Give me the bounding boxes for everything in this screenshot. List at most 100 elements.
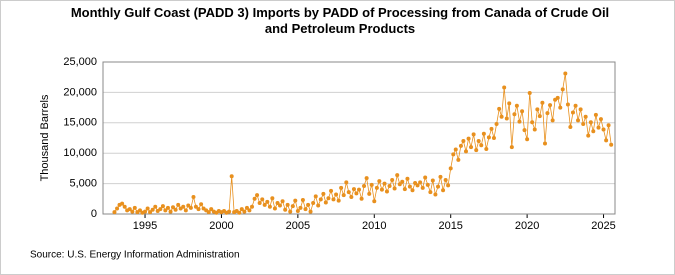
- point: [199, 202, 204, 207]
- chart-title: Monthly Gulf Coast (PADD 3) Imports by P…: [70, 5, 610, 36]
- plot-frame: [102, 61, 616, 215]
- point: [407, 184, 412, 189]
- point: [428, 190, 433, 195]
- point: [122, 204, 127, 209]
- point: [237, 210, 242, 215]
- point: [255, 193, 260, 198]
- point: [308, 209, 313, 214]
- point: [382, 181, 387, 186]
- point: [168, 209, 173, 214]
- point: [568, 125, 573, 130]
- point: [191, 194, 196, 199]
- point: [532, 127, 537, 132]
- point: [323, 200, 328, 205]
- point: [601, 127, 606, 132]
- point: [163, 208, 168, 213]
- point: [283, 207, 288, 212]
- point: [354, 191, 359, 196]
- point: [148, 210, 153, 215]
- point: [591, 129, 596, 134]
- point: [530, 120, 535, 125]
- point: [250, 204, 255, 209]
- point: [313, 194, 318, 199]
- point: [570, 110, 575, 115]
- point: [469, 145, 474, 150]
- point: [359, 196, 364, 201]
- series-line: [114, 73, 612, 214]
- point: [443, 177, 448, 182]
- y-tick-label: 5,000: [69, 178, 97, 190]
- point: [433, 192, 438, 197]
- point: [527, 91, 532, 96]
- point: [461, 139, 466, 144]
- point: [244, 205, 249, 210]
- point: [303, 207, 308, 212]
- point: [604, 138, 609, 143]
- point: [120, 201, 125, 206]
- point: [242, 209, 247, 214]
- point: [346, 190, 351, 195]
- point: [336, 198, 341, 203]
- point: [377, 179, 382, 184]
- point: [438, 174, 443, 179]
- point: [458, 143, 463, 148]
- point: [115, 206, 120, 211]
- point: [188, 205, 193, 210]
- point: [436, 184, 441, 189]
- point: [374, 185, 379, 190]
- point: [474, 148, 479, 153]
- point: [260, 197, 265, 202]
- point: [329, 188, 334, 193]
- point: [578, 107, 583, 112]
- point: [430, 178, 435, 183]
- point: [349, 194, 354, 199]
- point: [150, 207, 155, 212]
- source: Source: U.S. Energy Information Administ…: [30, 250, 240, 261]
- point: [252, 196, 257, 201]
- point: [326, 196, 331, 201]
- x-tick-label: 2015: [438, 220, 462, 232]
- point: [280, 199, 285, 204]
- point: [583, 114, 588, 119]
- point: [609, 142, 614, 147]
- point: [489, 126, 494, 131]
- point: [112, 210, 117, 215]
- point: [206, 210, 211, 215]
- point: [270, 196, 275, 201]
- x-tick-label: 2020: [515, 220, 539, 232]
- point: [145, 206, 150, 211]
- point: [555, 95, 560, 100]
- point: [372, 199, 377, 204]
- point: [512, 112, 517, 117]
- point: [446, 183, 451, 188]
- point: [507, 101, 512, 106]
- point: [390, 177, 395, 182]
- point: [466, 136, 471, 141]
- point: [311, 201, 316, 206]
- point: [410, 188, 415, 193]
- point: [504, 116, 509, 121]
- point: [288, 209, 293, 214]
- point: [486, 135, 491, 140]
- point: [423, 175, 428, 180]
- point: [586, 133, 591, 138]
- y-tick-label: 20,000: [63, 86, 97, 98]
- point: [484, 146, 489, 151]
- point: [183, 208, 188, 213]
- point: [425, 182, 430, 187]
- point: [387, 184, 392, 189]
- point: [318, 197, 323, 202]
- point: [186, 203, 191, 208]
- point: [209, 207, 214, 212]
- point: [143, 209, 148, 214]
- y-tick-label: 15,000: [63, 117, 97, 129]
- point: [334, 192, 339, 197]
- point: [415, 183, 420, 188]
- point: [295, 208, 300, 213]
- point: [545, 111, 550, 116]
- point: [520, 109, 525, 114]
- point: [392, 186, 397, 191]
- point: [300, 198, 305, 203]
- point: [165, 205, 170, 210]
